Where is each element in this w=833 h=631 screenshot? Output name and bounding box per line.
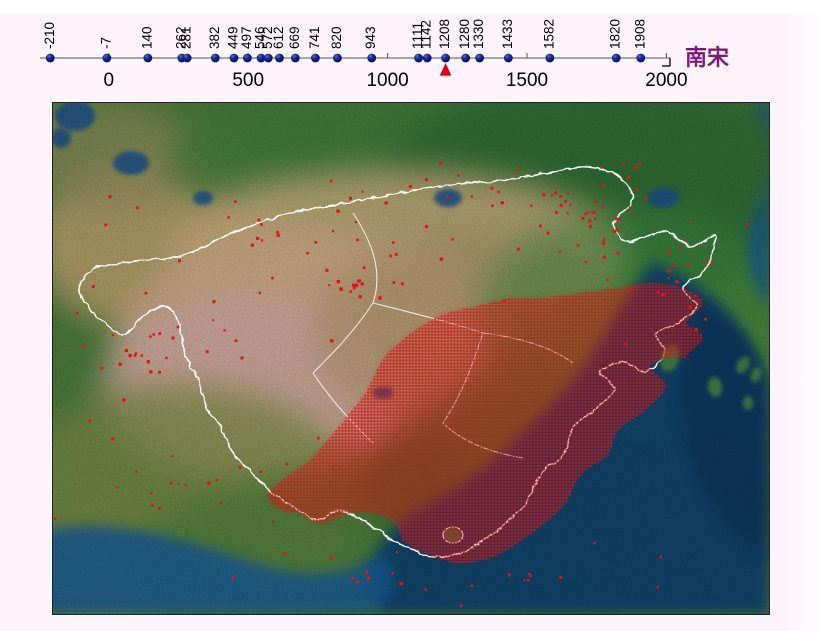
svg-text:0: 0 [104,70,115,91]
svg-text:612: 612 [271,26,286,49]
svg-text:1820: 1820 [608,19,623,49]
svg-text:1500: 1500 [506,70,548,91]
svg-text:1908: 1908 [632,19,647,49]
svg-text:1330: 1330 [471,19,486,49]
svg-text:1208: 1208 [437,19,452,49]
svg-text:741: 741 [307,26,322,49]
svg-text:943: 943 [363,26,378,49]
svg-text:669: 669 [287,26,302,49]
svg-text:500: 500 [232,70,264,91]
svg-text:281: 281 [179,26,194,49]
svg-text:1142: 1142 [419,20,434,49]
svg-text:382: 382 [207,26,222,49]
svg-text:140: 140 [139,26,154,49]
svg-text:-7: -7 [98,37,113,49]
svg-text:820: 820 [329,26,344,49]
svg-text:1433: 1433 [500,19,515,49]
svg-text:1280: 1280 [457,19,472,49]
svg-text:-210: -210 [42,22,57,49]
svg-text:1000: 1000 [366,70,408,91]
svg-text:2000: 2000 [645,70,687,91]
svg-text:1582: 1582 [541,19,556,49]
